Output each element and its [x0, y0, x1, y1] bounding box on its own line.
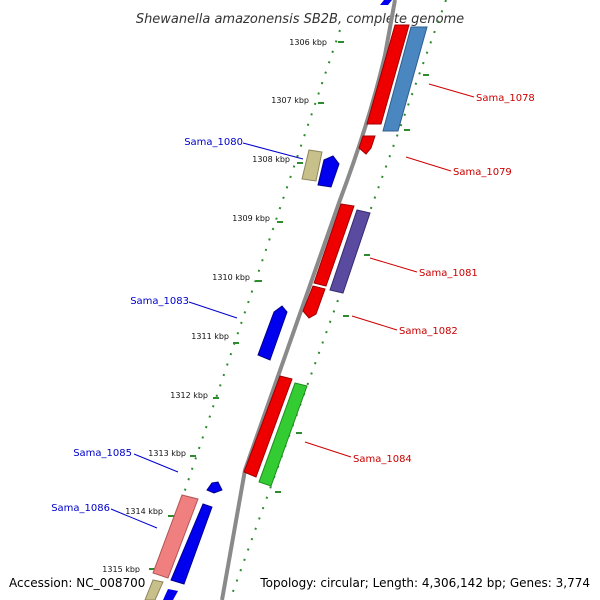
kbp-label: 1315 kbp [102, 565, 140, 574]
gene-label-sama-1081[interactable]: Sama_1081 [419, 268, 478, 279]
gene-block-sama-1083[interactable] [257, 305, 288, 361]
gene-label-sama-1086[interactable]: Sama_1086 [51, 503, 110, 514]
gene-label-sama-1078[interactable]: Sama_1078 [476, 93, 535, 104]
gene-block-red-1084[interactable] [243, 375, 293, 478]
kbp-label: 1308 kbp [252, 155, 290, 164]
gene-block-sama-1086[interactable] [170, 503, 213, 585]
gene-labels: Sama_1078 Sama_1079 Sama_1080 Sama_1081 … [51, 93, 535, 514]
kbp-label: 1309 kbp [232, 214, 270, 223]
inner-dotted-track [147, 29, 341, 600]
gene-block-sama-1080[interactable] [317, 155, 340, 188]
kbp-label: 1310 kbp [212, 273, 250, 282]
footer-background-right [256, 573, 594, 591]
gene-label-sama-1082[interactable]: Sama_1082 [399, 326, 458, 337]
gene-label-sama-1084[interactable]: Sama_1084 [353, 454, 412, 465]
gene-label-sama-1083[interactable]: Sama_1083 [130, 296, 189, 307]
kbp-label: 1314 kbp [125, 507, 163, 516]
connector-sama-1084 [304, 441, 352, 458]
inner-track-tick-marks [275, 74, 429, 493]
connector-sama-1078 [428, 83, 475, 98]
gene-block-red[interactable] [366, 24, 410, 125]
connector-sama-1085 [133, 453, 179, 473]
accession-text: Accession: NC_008700 [9, 576, 145, 590]
kbp-label: 1311 kbp [191, 332, 229, 341]
connector-sama-1086 [110, 508, 158, 529]
connector-sama-1080 [242, 142, 304, 160]
genome-summary-text: Topology: circular; Length: 4,306,142 bp… [259, 576, 590, 590]
gene-block-sama-1081[interactable] [329, 209, 371, 294]
gene-block-sama-1082[interactable] [302, 285, 326, 319]
connector-sama-1082 [351, 315, 398, 331]
gene-block-sama-1078[interactable] [382, 26, 428, 132]
gene-block-blue [163, 589, 178, 600]
gene-blocks [144, 0, 428, 600]
footer-background-left [6, 573, 146, 591]
kbp-label: 1313 kbp [148, 449, 186, 458]
kbp-label: 1307 kbp [271, 96, 309, 105]
gene-label-sama-1079[interactable]: Sama_1079 [453, 167, 512, 178]
gene-block-sama-1086-a [152, 494, 199, 579]
gene-block-khaki [144, 579, 164, 600]
connector-sama-1081 [369, 257, 418, 273]
genome-backbone [220, 0, 397, 600]
gene-block-sama-1084[interactable] [258, 382, 308, 487]
kbp-label: 1306 kbp [289, 38, 327, 47]
kbp-tick-labels: 1306 kbp 1307 kbp 1308 kbp 1309 kbp 1310… [102, 38, 327, 574]
gene-label-sama-1080[interactable]: Sama_1080 [184, 137, 243, 148]
outer-dotted-track [229, 0, 447, 600]
gene-block-sama-1085[interactable] [206, 481, 223, 494]
gene-label-sama-1085[interactable]: Sama_1085 [73, 448, 132, 459]
connector-sama-1079 [405, 156, 452, 172]
gene-block-sama-1080-a [301, 149, 323, 182]
label-connectors [110, 83, 475, 529]
map-title: Shewanella amazonensis SB2B, complete ge… [136, 12, 464, 27]
gene-block[interactable] [380, 0, 392, 5]
gene-block-sama-1079[interactable] [358, 135, 376, 155]
gene-block-red-1081[interactable] [313, 203, 355, 287]
kbp-label: 1312 kbp [170, 391, 208, 400]
connector-sama-1083 [188, 301, 238, 319]
